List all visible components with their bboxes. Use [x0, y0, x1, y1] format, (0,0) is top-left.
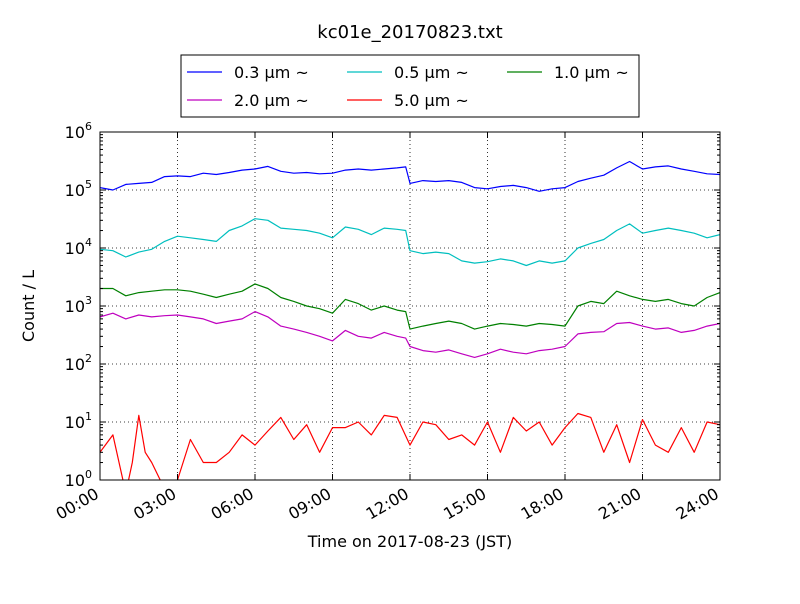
y-tick-label: 103	[65, 294, 92, 316]
y-tick-base: 10	[65, 471, 85, 490]
y-tick-label: 106	[65, 120, 92, 142]
y-tick-label: 105	[65, 178, 92, 200]
y-tick-base: 10	[65, 355, 85, 374]
legend-box	[180, 54, 640, 118]
y-tick-exponent: 1	[85, 410, 92, 423]
y-tick-label: 101	[65, 410, 92, 432]
y-tick-exponent: 4	[85, 236, 92, 249]
series-line-3	[100, 311, 720, 358]
y-tick-exponent: 6	[85, 120, 92, 133]
y-axis-label: Count / L	[19, 270, 38, 342]
series-line-1	[100, 218, 720, 267]
series-line-2	[100, 283, 720, 330]
y-tick-label: 100	[65, 468, 92, 490]
legend-label: 2.0 μm ~	[234, 91, 309, 110]
y-tick-base: 10	[65, 413, 85, 432]
legend: 0.3 μm ~ 0.5 μm ~ 1.0 μm ~ 2.0 μm ~ 5.0 μm ~	[180, 54, 640, 118]
chart-title: kc01e_20170823.txt	[317, 22, 502, 43]
y-tick-base: 10	[65, 297, 85, 316]
legend-label: 0.5 μm ~	[394, 63, 469, 82]
series-line-4	[100, 412, 720, 480]
y-tick-exponent: 5	[85, 178, 92, 191]
legend-label: 0.3 μm ~	[234, 63, 309, 82]
series-lines	[100, 160, 720, 480]
series-line-0	[100, 160, 720, 192]
grid-lines	[100, 132, 720, 480]
y-tick-label: 104	[65, 236, 92, 258]
legend-label: 1.0 μm ~	[554, 63, 629, 82]
x-axis-label: Time on 2017-08-23 (JST)	[307, 532, 512, 551]
y-tick-label: 102	[65, 352, 92, 374]
y-tick-base: 10	[65, 181, 85, 200]
y-tick-base: 10	[65, 123, 85, 142]
y-tick-exponent: 2	[85, 352, 92, 365]
y-tick-exponent: 3	[85, 294, 92, 307]
y-tick-exponent: 0	[85, 468, 92, 481]
y-tick-base: 10	[65, 239, 85, 258]
legend-label: 5.0 μm ~	[394, 91, 469, 110]
